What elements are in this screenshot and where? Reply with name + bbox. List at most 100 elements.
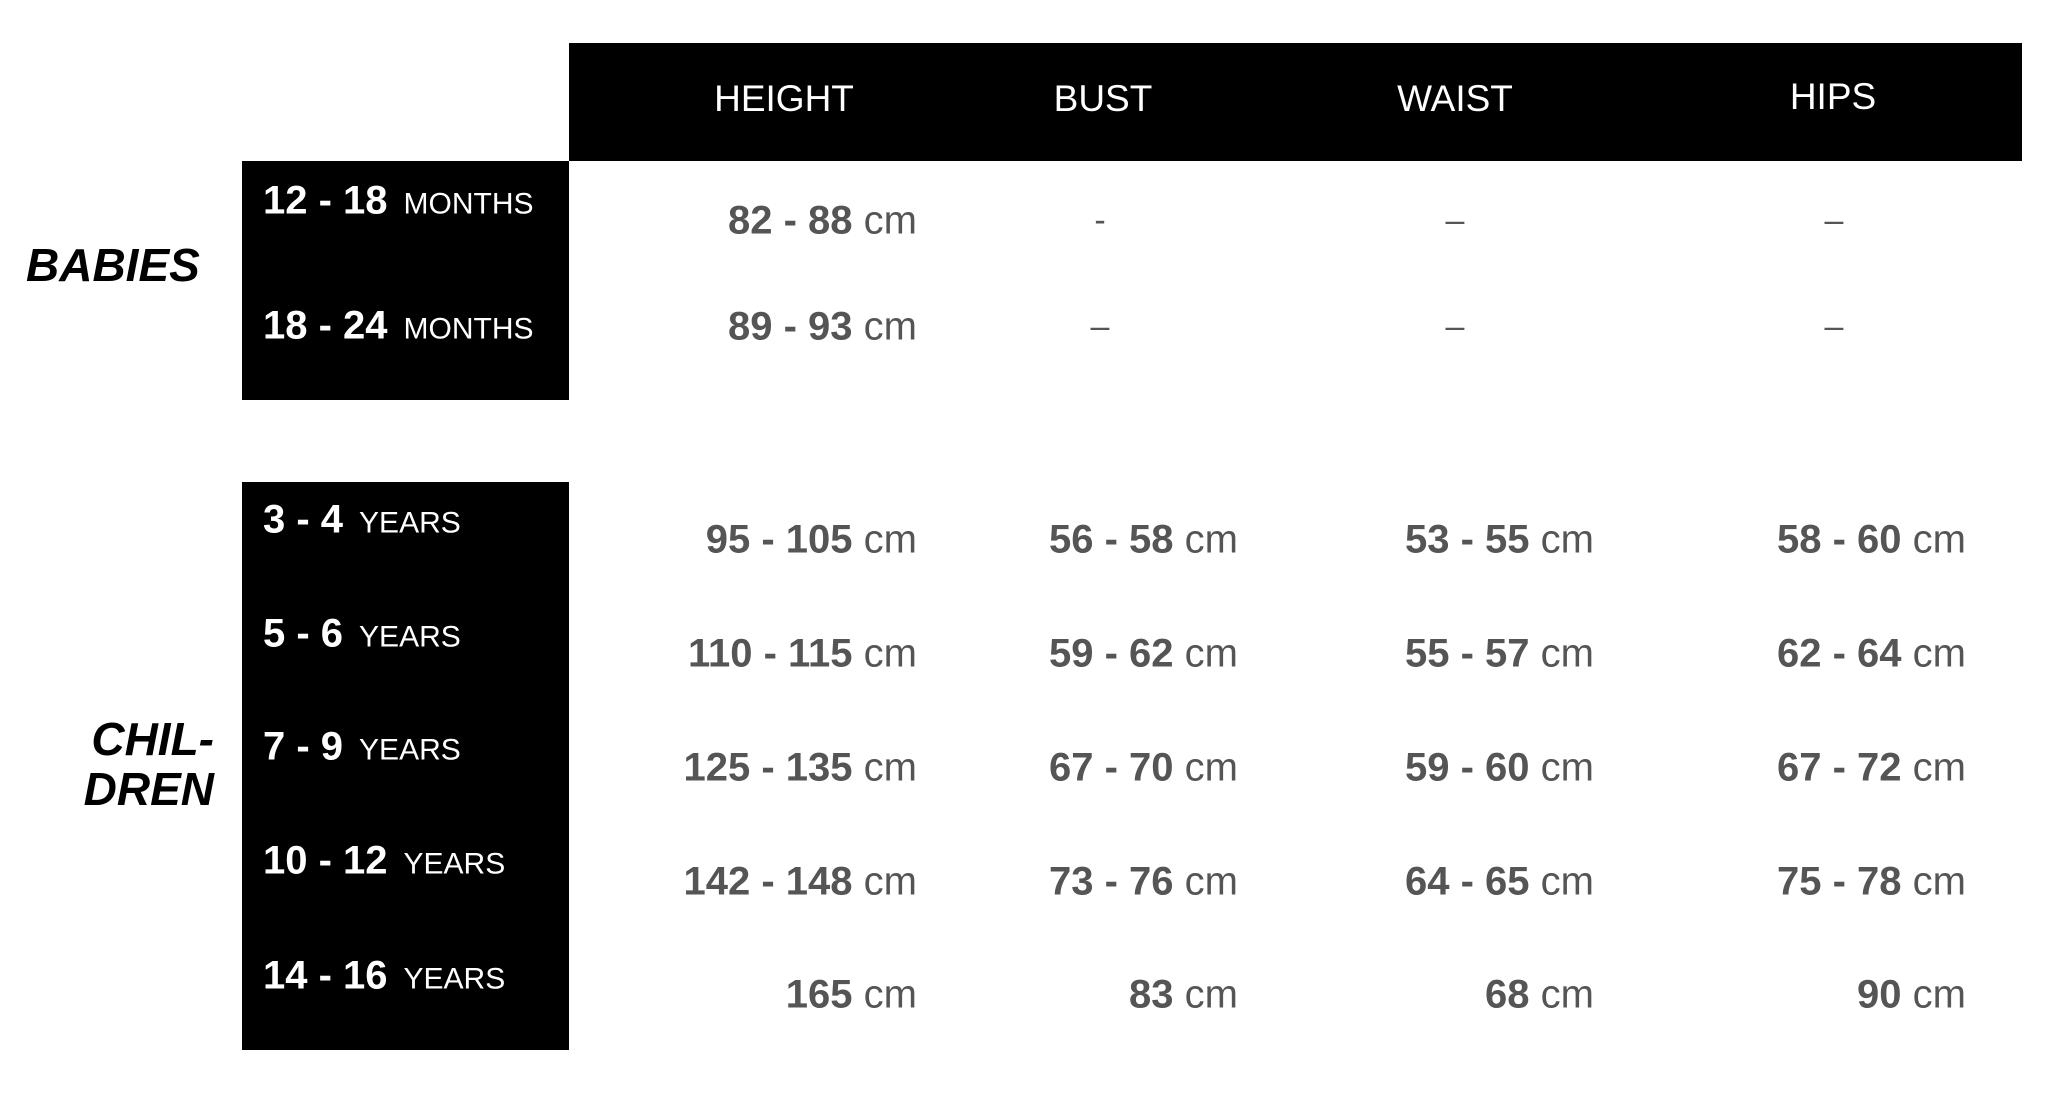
age-label: 14 - 16 YEARS [263, 954, 505, 999]
measure-range: 67 - 70 [1049, 745, 1174, 790]
waist-value: 64 - 65 cm [1405, 860, 1594, 905]
measure-range: 73 - 76 [1049, 859, 1174, 904]
age-label: 7 - 9 YEARS [263, 725, 461, 770]
measure-range: 83 [1129, 972, 1174, 1017]
bust-value-empty: – [1090, 307, 1110, 346]
hips-value: 75 - 78 cm [1777, 860, 1966, 905]
measure-unit: cm [1184, 859, 1238, 904]
measure-unit: cm [1912, 859, 1966, 904]
bust-value-empty: - [1094, 201, 1106, 240]
measure-range: 75 - 78 [1777, 859, 1902, 904]
measure-unit: cm [863, 304, 917, 349]
measure-range: 62 - 64 [1777, 631, 1902, 676]
babies-age-block [242, 161, 569, 400]
column-header-hips: HIPS [1789, 76, 1877, 117]
age-unit: YEARS [359, 733, 461, 767]
bust-value: 73 - 76 cm [1049, 860, 1238, 905]
measure-unit: cm [1540, 631, 1594, 676]
measure-unit: cm [863, 198, 917, 243]
age-range: 12 - 18 [263, 178, 388, 223]
age-label: 10 - 12 YEARS [263, 839, 505, 884]
hips-value: 67 - 72 cm [1777, 746, 1966, 791]
height-value: 142 - 148 cm [684, 860, 917, 905]
age-unit: YEARS [403, 847, 506, 881]
bust-value: 83 cm [1129, 973, 1238, 1018]
waist-value: 68 cm [1485, 973, 1594, 1018]
measure-range: 53 - 55 [1405, 517, 1530, 562]
group-label-children-line2: DREN [83, 763, 214, 815]
waist-value: 55 - 57 cm [1405, 632, 1594, 677]
measure-range: 142 - 148 [683, 859, 853, 904]
measure-range: 90 [1857, 972, 1902, 1017]
height-value: 89 - 93 cm [728, 305, 917, 350]
bust-value: 56 - 58 cm [1049, 518, 1238, 563]
hips-value: 58 - 60 cm [1777, 518, 1966, 563]
waist-value-empty: – [1445, 201, 1465, 240]
measure-unit: cm [1540, 972, 1594, 1017]
measure-unit: cm [1184, 972, 1238, 1017]
height-value: 110 - 115 cm [688, 632, 917, 677]
age-range: 5 - 6 [263, 611, 344, 656]
waist-value: 59 - 60 cm [1405, 746, 1594, 791]
hips-value-empty: – [1824, 201, 1844, 240]
measure-unit: cm [863, 859, 917, 904]
waist-value-empty: – [1445, 307, 1465, 346]
measure-unit: cm [1540, 859, 1594, 904]
measure-range: 165 [785, 972, 853, 1017]
measure-unit: cm [1540, 745, 1594, 790]
age-label: 5 - 6 YEARS [263, 612, 461, 657]
measure-range: 64 - 65 [1405, 859, 1530, 904]
hips-value-empty: – [1824, 307, 1844, 346]
group-label-children-line1: CHIL- [91, 713, 214, 765]
measure-unit: cm [863, 972, 917, 1017]
measure-range: 68 [1485, 972, 1530, 1017]
measure-unit: cm [1184, 745, 1238, 790]
measure-unit: cm [863, 517, 917, 562]
measure-range: 67 - 72 [1777, 745, 1902, 790]
measure-range: 59 - 62 [1049, 631, 1174, 676]
measure-unit: cm [1912, 745, 1966, 790]
measure-range: 59 - 60 [1405, 745, 1530, 790]
measure-unit: cm [1912, 972, 1966, 1017]
header-bar [569, 43, 2022, 161]
column-header-waist: WAIST [1397, 78, 1513, 119]
measure-range: 82 - 88 [728, 198, 853, 243]
measure-unit: cm [863, 745, 917, 790]
measure-range: 56 - 58 [1049, 517, 1174, 562]
height-value: 125 - 135 cm [684, 746, 917, 791]
measure-range: 55 - 57 [1405, 631, 1530, 676]
measure-range: 95 - 105 [705, 517, 853, 562]
hips-value: 90 cm [1857, 973, 1966, 1018]
measure-unit: cm [1912, 517, 1966, 562]
age-range: 14 - 16 [263, 953, 388, 998]
height-value: 82 - 88 cm [728, 199, 917, 244]
group-label-babies: BABIES [26, 239, 200, 291]
measure-unit: cm [1540, 517, 1594, 562]
measure-unit: cm [863, 631, 917, 676]
age-unit: MONTHS [403, 312, 534, 346]
children-age-block [242, 482, 569, 1050]
age-unit: YEARS [359, 620, 461, 654]
age-label: 12 - 18 MONTHS [263, 179, 534, 224]
age-range: 18 - 24 [263, 303, 388, 348]
age-label: 18 - 24 MONTHS [263, 304, 534, 349]
age-unit: YEARS [359, 506, 461, 540]
measure-range: 110 - 115 [687, 631, 853, 676]
measure-range: 125 - 135 [683, 745, 853, 790]
hips-value: 62 - 64 cm [1777, 632, 1966, 677]
bust-value: 67 - 70 cm [1049, 746, 1238, 791]
group-label-children: CHIL- DREN [84, 714, 214, 814]
age-range: 7 - 9 [263, 724, 344, 769]
measure-unit: cm [1912, 631, 1966, 676]
age-label: 3 - 4 YEARS [263, 498, 461, 543]
age-range: 10 - 12 [263, 838, 388, 883]
age-range: 3 - 4 [263, 497, 344, 542]
age-unit: MONTHS [403, 187, 534, 221]
measure-unit: cm [1184, 631, 1238, 676]
bust-value: 59 - 62 cm [1049, 632, 1238, 677]
height-value: 95 - 105 cm [706, 518, 917, 563]
measure-range: 58 - 60 [1777, 517, 1902, 562]
measure-range: 89 - 93 [728, 304, 853, 349]
age-unit: YEARS [403, 962, 506, 996]
waist-value: 53 - 55 cm [1405, 518, 1594, 563]
